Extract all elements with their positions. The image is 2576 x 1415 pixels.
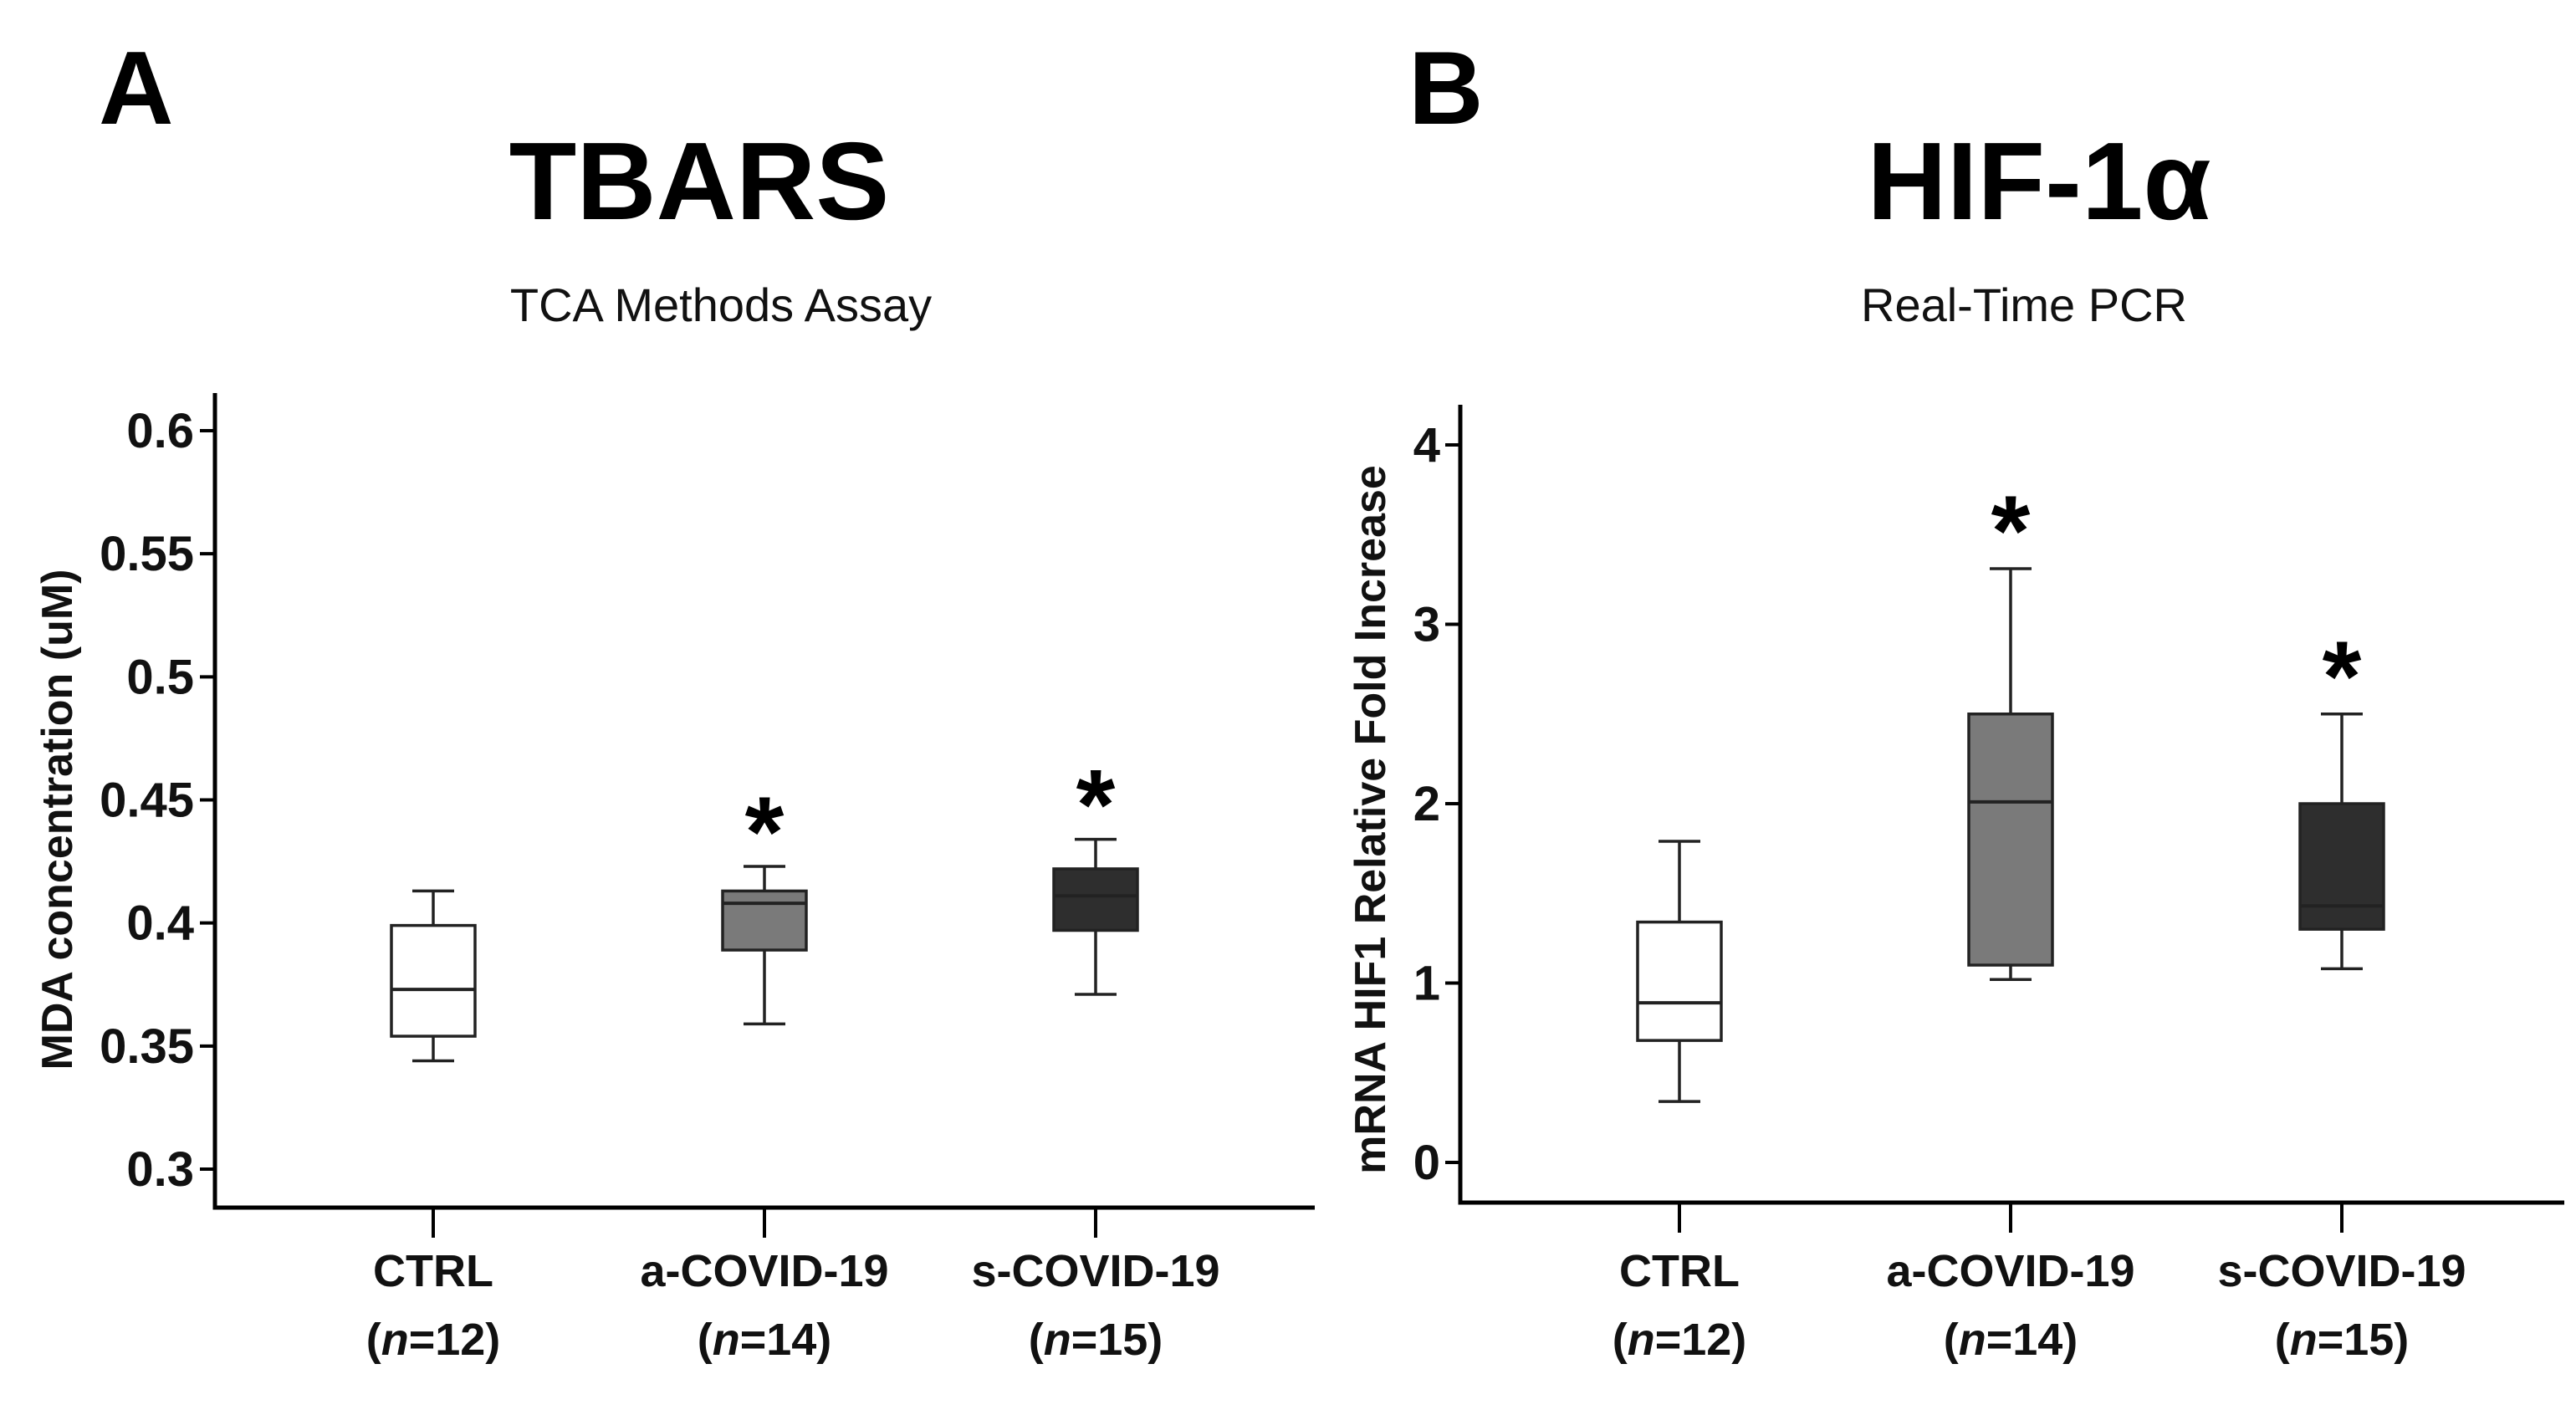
y-axis-ticks: 0 1 2 3 4 [1413,418,1460,1190]
category-n-label: (n=14) [698,1315,832,1365]
y-tick-label: 0.55 [100,527,194,581]
category-n-label: (n=12) [1613,1315,1747,1365]
significance-asterisk: * [745,776,785,888]
box-iqr [1052,867,1139,932]
y-tick-label: 0.3 [126,1142,194,1197]
y-axis-label: MDA concentration (uM) [33,570,82,1070]
box-iqr [390,923,477,1038]
y-tick-label: 2 [1413,777,1440,831]
y-tick-label: 0.45 [100,774,194,828]
category-label: s-COVID-19 [2217,1246,2466,1296]
panel-letter-b: B [1408,31,1484,146]
box-iqr [721,889,808,952]
y-tick-label: 0.4 [126,897,194,951]
box-plots: ** [1636,475,2385,1103]
y-tick-label: 1 [1413,957,1440,1011]
box-a-covid-19: * [721,776,808,1026]
y-tick-label: 0.6 [126,404,194,458]
chart-subtitle-pcr: Real-Time PCR [1861,278,2187,331]
axes-lines [1458,405,2564,1205]
box-plots: ** [390,749,1139,1063]
significance-asterisk: * [1076,749,1116,861]
axes-lines [212,393,1315,1210]
box-iqr [1636,920,1723,1042]
y-tick-label: 3 [1413,598,1440,652]
box-s-covid-19: * [2298,621,2385,971]
y-tick-label: 0.35 [100,1019,194,1074]
x-axis-categories: CTRL (n=12) a-COVID-19 (n=14) s-COVID-19 (n=1… [366,1208,1220,1365]
y-axis-label: mRNA HIF1 Relative Fold Increase [1347,465,1395,1174]
category-label: CTRL [1619,1246,1740,1296]
x-axis-categories: CTRL (n=12) a-COVID-19 (n=14) s-COVID-19 (n=1… [1613,1203,2466,1365]
box-ctrl [390,889,477,1063]
category-n-label: (n=12) [366,1315,501,1365]
y-tick-label: 4 [1413,418,1440,473]
category-label: CTRL [373,1246,493,1296]
chart-title-tbars: TBARS [509,120,890,243]
box-iqr [1967,713,2054,967]
category-n-label: (n=14) [1944,1315,2078,1365]
significance-asterisk: * [2323,621,2362,733]
chart-title-hif: HIF-1α [1867,120,2211,243]
category-n-label: (n=15) [1029,1315,1163,1365]
y-tick-label: 0 [1413,1136,1440,1190]
category-n-label: (n=15) [2275,1315,2410,1365]
chart-tbars: 0.30.350.40.450.50.550.6 * * CTRL(n=12)a-… [33,393,1315,1365]
box-s-covid-19: * [1052,749,1139,996]
category-label: s-COVID-19 [971,1246,1219,1296]
box-a-covid-19: * [1967,475,2054,981]
box-iqr [2298,802,2385,931]
chart-subtitle-tca: TCA Methods Assay [510,278,932,331]
category-label: a-COVID-19 [1886,1246,2134,1296]
box-ctrl [1636,840,1723,1103]
panel-letter-a: A [99,31,174,146]
category-label: a-COVID-19 [640,1246,888,1296]
significance-asterisk: * [1991,475,2031,587]
y-tick-label: 0.5 [126,650,194,704]
y-axis-ticks: 0.3 0.35 0.4 0.45 0.5 0.55 0.6 [100,404,215,1197]
